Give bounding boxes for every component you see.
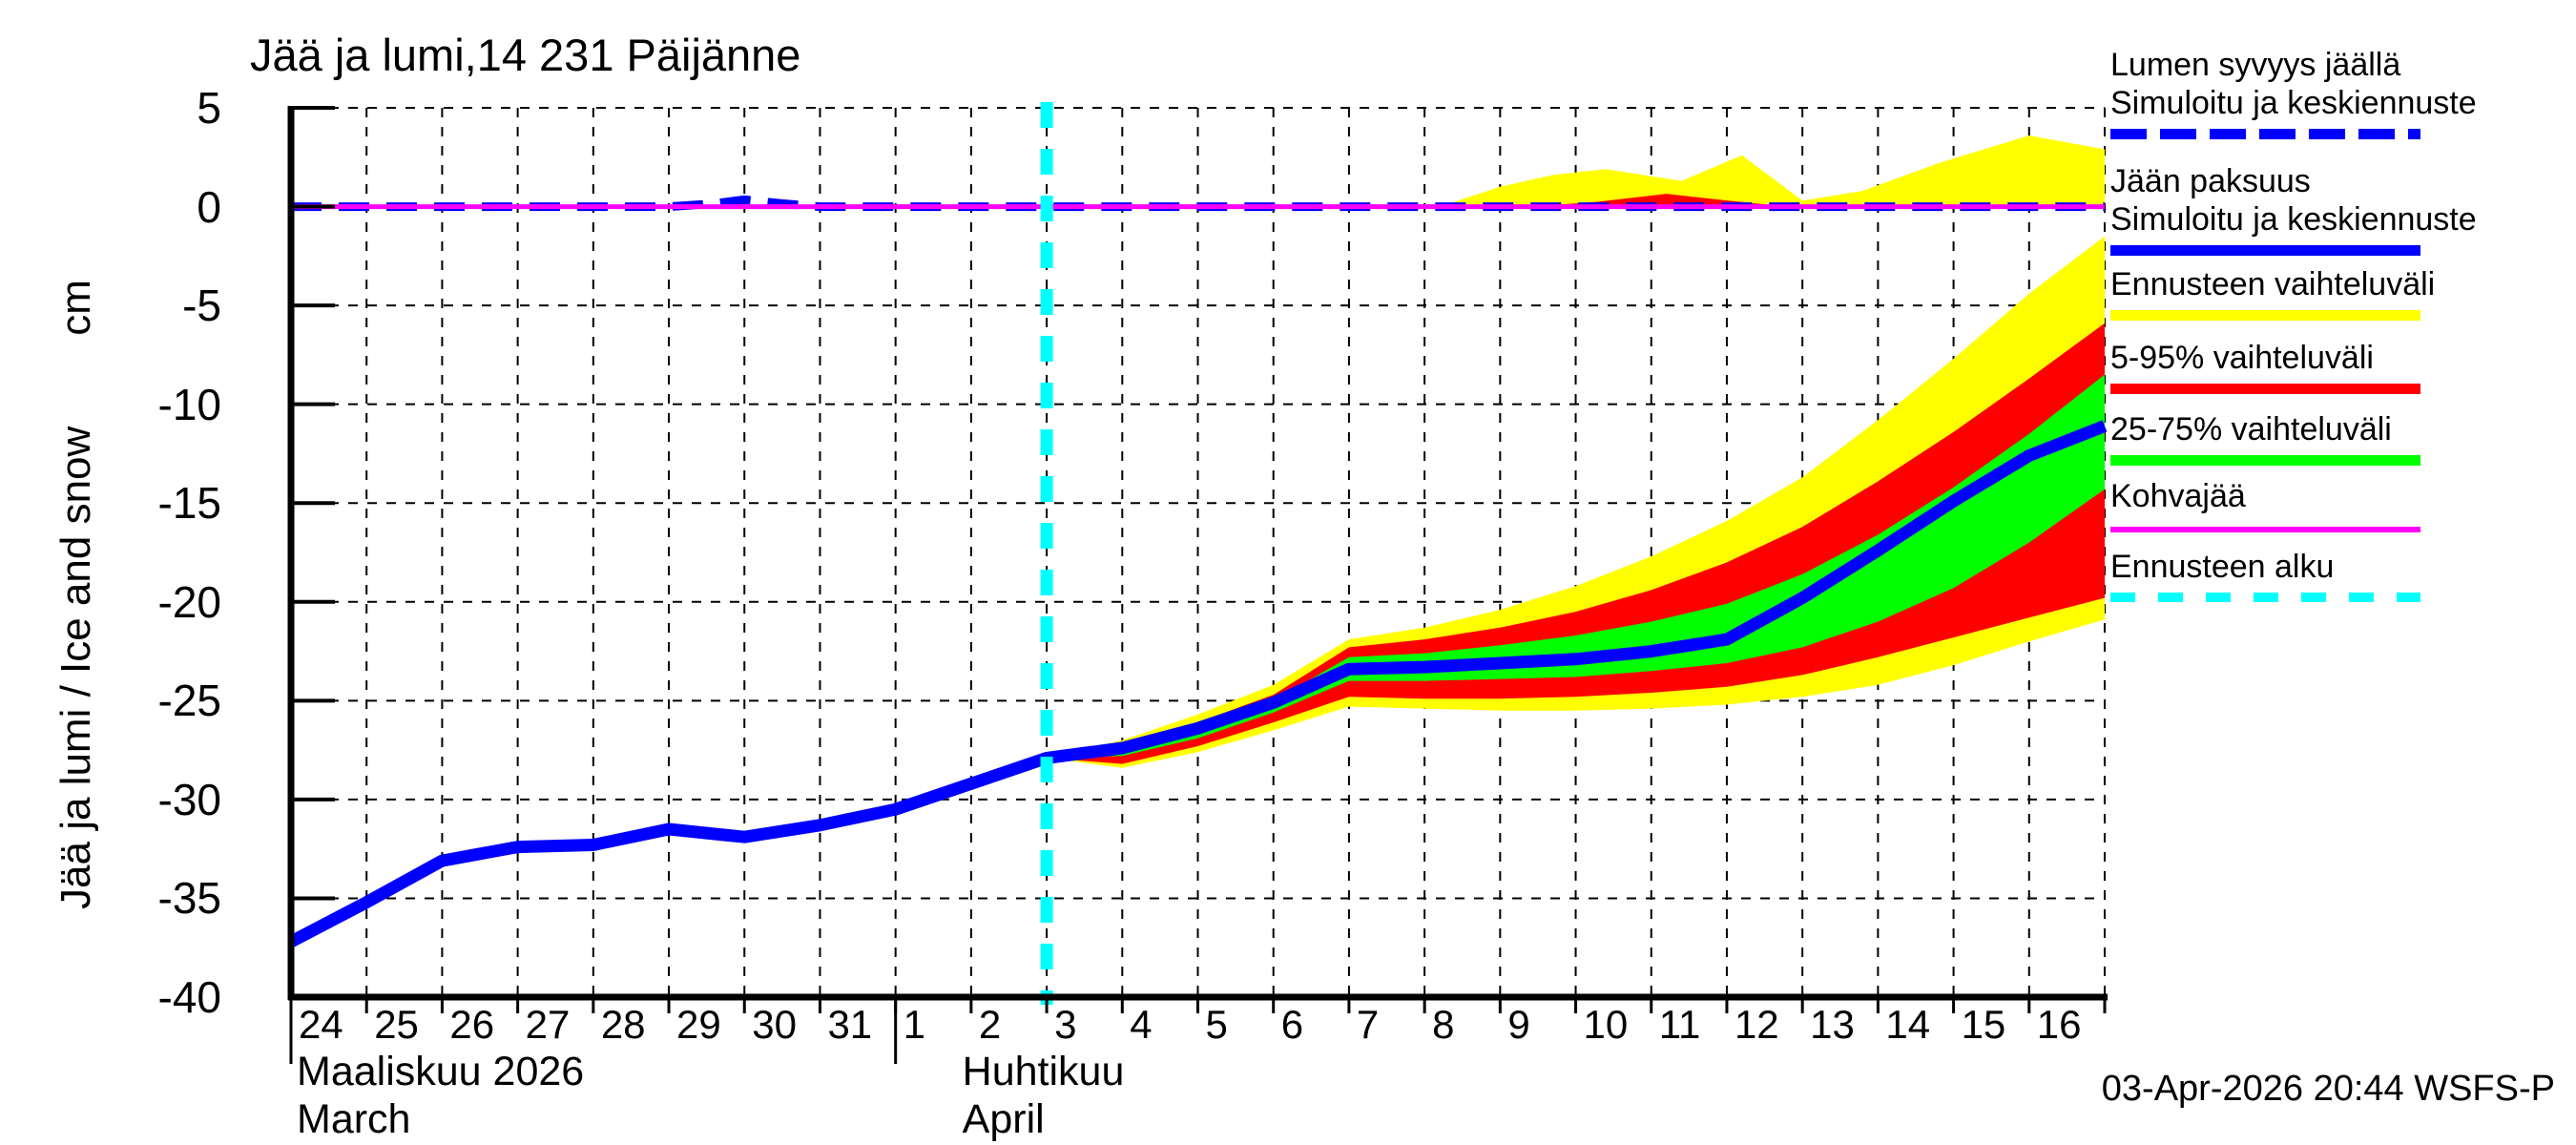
legend-item-kohvajaa: Kohvajää [2110,477,2559,532]
x-tick-label: 28 [600,1002,646,1047]
x-tick-label: 11 [1658,1002,1701,1047]
legend-item-25-75-range: 25-75% vaihteluväli [2110,410,2559,466]
month-label-april-en: April [962,1096,1045,1142]
y-tick-label: -15 [157,478,221,529]
x-tick-label: 6 [1280,1002,1304,1047]
blue-solid-line-swatch [2110,245,2420,256]
x-tick-label: 1 [903,1002,926,1047]
month-label-april: Huhtikuu April [963,1048,1125,1143]
x-tick-label: 5 [1205,1002,1228,1047]
legend-label: Jään paksuus [2110,163,2311,199]
legend-label: Simuloitu ja keskiennuste [2110,85,2477,121]
legend-item-5-95-range: 5-95% vaihteluväli [2110,339,2559,394]
month-label-april-fi: Huhtikuu [962,1049,1125,1094]
timestamp: 03-Apr-2026 20:44 WSFS-P [2101,1069,2555,1109]
month-label-march-en: March [297,1096,411,1142]
legend-item-forecast-range: Ennusteen vaihteluväli [2110,265,2559,321]
x-tick-label: 25 [374,1002,419,1047]
x-tick-label: 12 [1734,1002,1779,1047]
red-band-swatch [2110,384,2420,394]
x-tick-label: 7 [1356,1002,1380,1047]
legend-label: 5-95% vaihteluväli [2110,340,2374,376]
y-tick-label: -20 [157,576,221,627]
month-label-march: Maaliskuu 2026 March [297,1048,584,1143]
legend-label: Ennusteen alku [2110,549,2335,585]
magenta-line-swatch [2110,527,2420,532]
y-tick-label: 0 [197,181,221,232]
month-label-march-fi: Maaliskuu 2026 [297,1049,585,1094]
x-tick-label: 15 [1961,1002,2006,1047]
x-tick-label: 31 [827,1002,873,1047]
x-tick-label: 8 [1432,1002,1455,1047]
y-tick-label: -35 [157,873,221,924]
x-tick-label: 29 [676,1002,721,1047]
x-tick-label: 4 [1130,1002,1153,1047]
y-tick-label: -40 [157,972,221,1022]
x-tick-label: 9 [1507,1002,1530,1047]
x-tick-label: 26 [449,1002,495,1047]
y-tick-label: -10 [157,379,221,429]
blue-dashed-line-swatch [2110,129,2420,139]
chart-title: Jää ja lumi,14 231 Päijänne [250,30,801,80]
x-tick-label: 2 [978,1002,1002,1047]
x-tick-label: 10 [1583,1002,1629,1047]
cyan-dashed-line-swatch [2110,593,2420,602]
ice-thickness-line [287,420,2108,947]
legend-item-snow-depth: Lumen syvyys jäällä Simuloitu ja keskien… [2110,46,2559,139]
y-tick-label: -30 [157,774,221,824]
x-tick-label: 13 [1810,1002,1855,1047]
x-tick-label: 24 [299,1002,343,1047]
y-tick-label: 5 [197,83,221,133]
band-range_full [1440,135,2105,207]
legend-label: Kohvajää [2110,478,2246,514]
yellow-band-swatch [2110,310,2420,321]
y-tick-label: -25 [157,676,221,726]
band-range_25_75 [1047,374,2105,759]
x-tick-label: 27 [525,1002,571,1047]
x-tick-label: 30 [752,1002,797,1047]
legend-label: 25-75% vaihteluväli [2110,411,2392,448]
green-band-swatch [2110,455,2420,466]
x-tick-label: 16 [2036,1002,2082,1047]
y-tick-label: -5 [182,281,221,331]
legend-item-forecast-start: Ennusteen alku [2110,548,2559,602]
legend-label: Ennusteen vaihteluväli [2110,266,2436,302]
legend-item-ice-thickness: Jään paksuus Simuloitu ja keskiennuste [2110,162,2559,256]
band-range_5_95 [1047,323,2105,764]
legend-label: Simuloitu ja keskiennuste [2110,201,2477,238]
x-tick-label: 3 [1054,1002,1077,1047]
legend-label: Lumen syvyys jäällä [2110,47,2401,83]
x-tick-label: 14 [1885,1002,1931,1047]
